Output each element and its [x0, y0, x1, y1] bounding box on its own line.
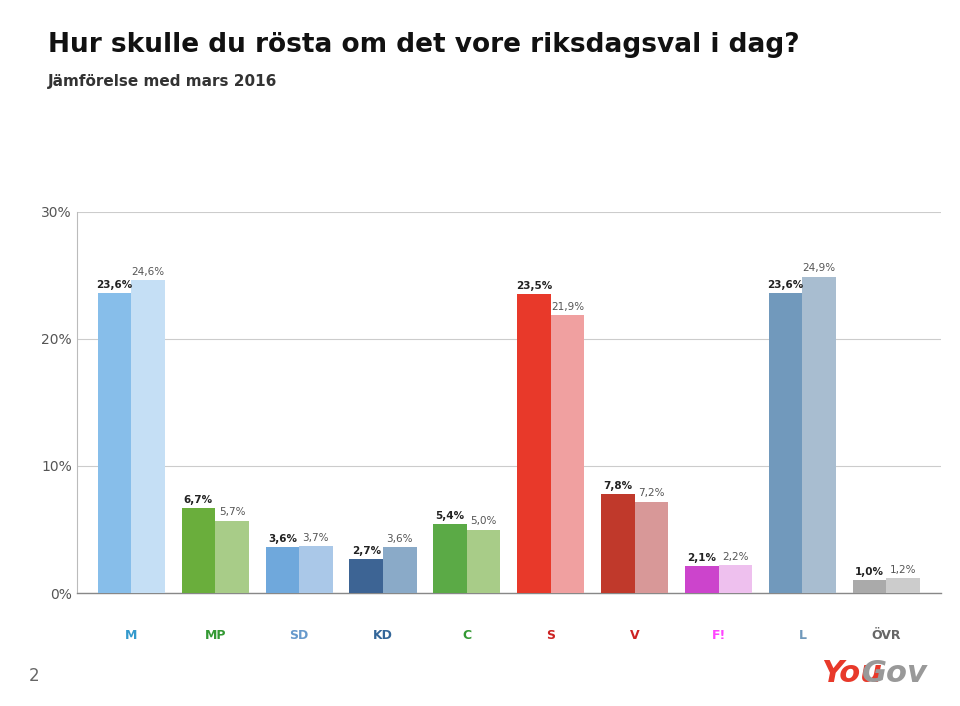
Text: 5,4%: 5,4% — [436, 511, 465, 521]
Text: 23,6%: 23,6% — [96, 280, 132, 290]
Text: S: S — [546, 628, 555, 642]
Text: Jämförelse med mars 2016: Jämförelse med mars 2016 — [48, 74, 277, 89]
Bar — [769, 293, 803, 593]
Text: Hur skulle du rösta om det vore riksdagsval i dag?: Hur skulle du rösta om det vore riksdags… — [48, 32, 800, 58]
Text: MP: MP — [204, 628, 226, 642]
Text: KD: KD — [373, 628, 393, 642]
Text: V: V — [630, 628, 639, 642]
Text: 7,2%: 7,2% — [638, 489, 664, 498]
Text: 3,7%: 3,7% — [302, 533, 329, 543]
Bar — [635, 501, 668, 593]
Text: 3,6%: 3,6% — [387, 534, 413, 544]
Bar — [517, 294, 551, 593]
Text: 23,5%: 23,5% — [516, 281, 552, 291]
Text: 23,6%: 23,6% — [767, 280, 804, 290]
Text: L: L — [799, 628, 806, 642]
Text: 1,0%: 1,0% — [855, 567, 884, 578]
Bar — [886, 578, 920, 593]
Text: 7,8%: 7,8% — [603, 481, 633, 491]
Text: SD: SD — [290, 628, 309, 642]
Bar — [181, 508, 215, 593]
Text: 2,1%: 2,1% — [687, 554, 716, 563]
Bar — [551, 315, 585, 593]
Bar — [300, 546, 333, 593]
Text: M: M — [125, 628, 137, 642]
Bar — [433, 525, 467, 593]
Text: C: C — [463, 628, 471, 642]
Bar — [467, 530, 500, 593]
Text: You: You — [821, 659, 882, 688]
Text: 3,6%: 3,6% — [268, 534, 297, 544]
Text: 24,6%: 24,6% — [132, 268, 165, 277]
Text: 1,2%: 1,2% — [890, 565, 916, 575]
Bar — [349, 558, 383, 593]
Bar — [803, 277, 836, 593]
Bar — [98, 293, 132, 593]
Text: 5,0%: 5,0% — [470, 516, 497, 526]
Bar — [266, 547, 300, 593]
Text: 2,2%: 2,2% — [722, 552, 749, 562]
Bar — [132, 280, 165, 593]
Text: ÖVR: ÖVR — [872, 628, 901, 642]
Bar — [383, 547, 417, 593]
Text: 6,7%: 6,7% — [184, 495, 213, 505]
Bar — [718, 565, 752, 593]
Text: Gov: Gov — [862, 659, 928, 688]
Text: 2,7%: 2,7% — [351, 546, 381, 556]
Bar — [215, 520, 249, 593]
Bar — [601, 494, 635, 593]
Text: 5,7%: 5,7% — [219, 508, 245, 517]
Text: F!: F! — [711, 628, 726, 642]
Text: 21,9%: 21,9% — [551, 301, 584, 311]
Bar — [684, 566, 718, 593]
Text: 24,9%: 24,9% — [803, 263, 836, 273]
Text: 2: 2 — [29, 667, 39, 685]
Bar — [852, 580, 886, 593]
